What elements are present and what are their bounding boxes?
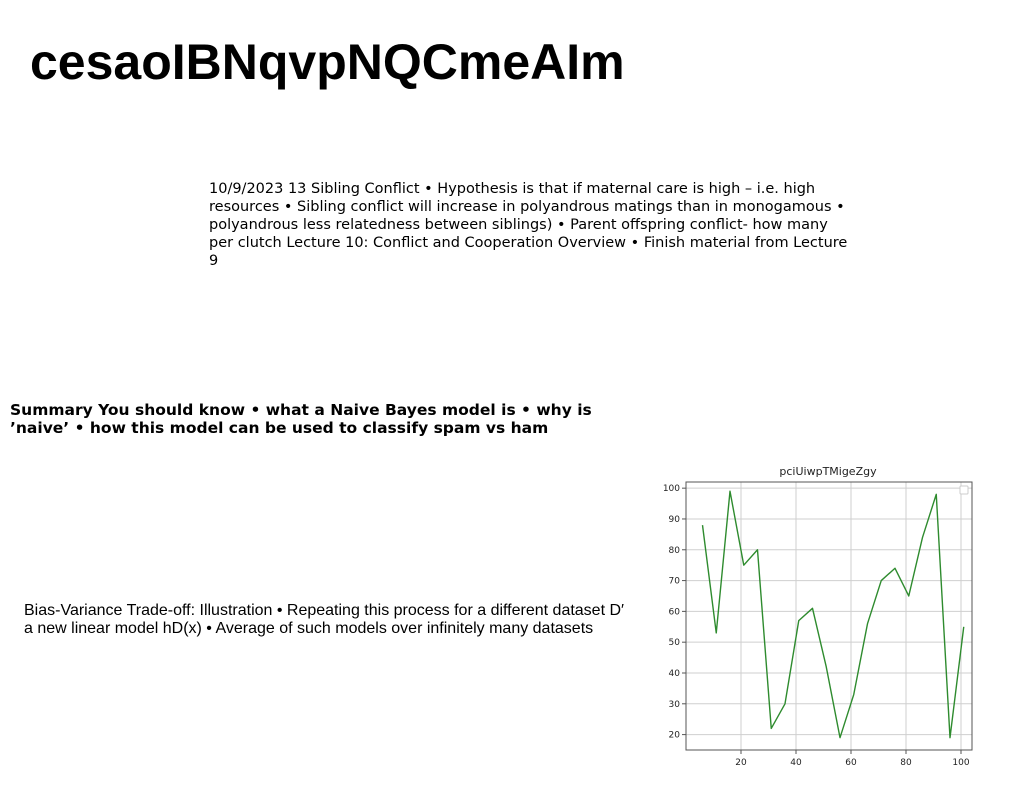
x-tick-label: 80 (900, 758, 912, 768)
x-tick-label: 60 (845, 758, 857, 768)
y-tick-label: 20 (669, 731, 681, 741)
line-chart: pciUiwpTMigeZgy 20 40 60 80 100 20 30 40 50 60 70 8… (663, 465, 973, 768)
x-tick-label: 40 (790, 758, 802, 768)
x-tick-label: 20 (735, 758, 747, 768)
y-tick-label: 50 (669, 638, 681, 648)
chart-title: pciUiwpTMigeZgy (779, 465, 877, 478)
page-title: cesaoIBNqvpNQCmeAIm (30, 34, 625, 90)
x-tick-label: 100 (952, 758, 969, 768)
plot-frame (685, 481, 973, 751)
chart-ticks: 20 40 60 80 100 20 30 40 50 60 70 80 90 100 (663, 484, 970, 768)
y-tick-label: 70 (669, 577, 681, 587)
y-tick-label: 100 (663, 484, 680, 494)
sibling-conflict-paragraph: 10/9/2023 13 Sibling Conflict • Hypothes… (209, 181, 848, 269)
chart-series (701, 490, 965, 739)
y-tick-label: 40 (669, 669, 681, 679)
y-tick-label: 30 (669, 700, 681, 710)
chart-grid (686, 482, 972, 750)
bias-variance-paragraph: Bias-Variance Trade-off: Illustration • … (24, 602, 625, 637)
chart-legend (959, 485, 969, 495)
naive-bayes-summary-paragraph: Summary You should know • what a Naive B… (10, 401, 592, 437)
y-tick-label: 60 (669, 607, 681, 617)
y-tick-label: 90 (669, 515, 681, 525)
y-tick-label: 80 (669, 546, 681, 556)
series-line (701, 490, 965, 739)
